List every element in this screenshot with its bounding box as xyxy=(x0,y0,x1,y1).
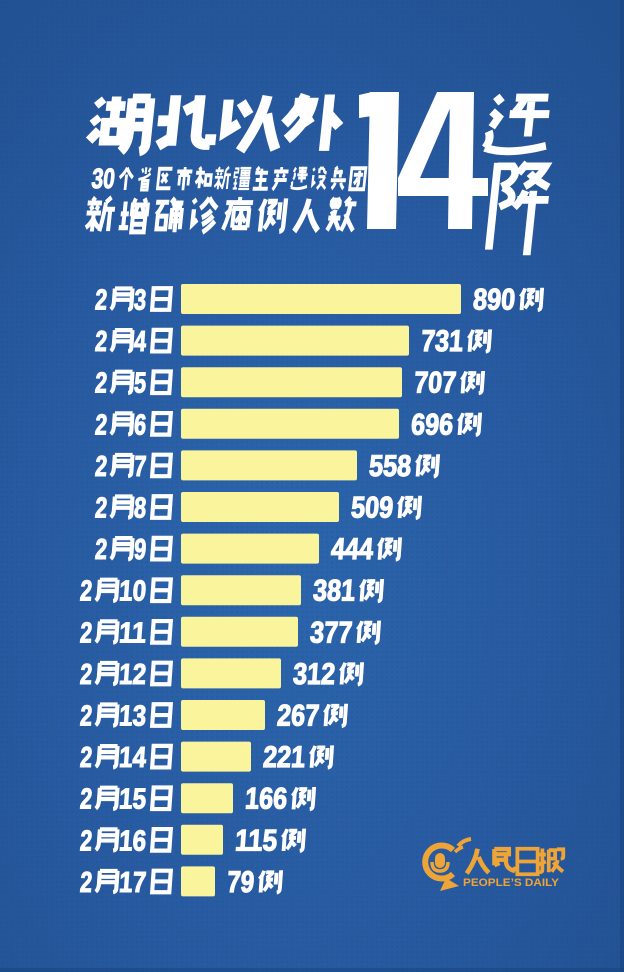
svg-text:2: 2 xyxy=(94,285,108,317)
svg-text:9: 9 xyxy=(133,534,147,566)
svg-text:11: 11 xyxy=(118,617,147,649)
svg-text:79: 79 xyxy=(226,866,255,899)
svg-text:2: 2 xyxy=(79,784,93,816)
svg-text:10: 10 xyxy=(118,576,147,608)
svg-text:221: 221 xyxy=(262,741,306,774)
svg-text:2: 2 xyxy=(79,825,93,857)
svg-text:696: 696 xyxy=(410,408,454,441)
svg-text:2: 2 xyxy=(94,451,108,483)
svg-text:2: 2 xyxy=(94,409,108,441)
svg-text:444: 444 xyxy=(330,533,375,566)
svg-text:13: 13 xyxy=(118,701,147,733)
svg-text:2: 2 xyxy=(79,659,93,691)
svg-text:381: 381 xyxy=(312,575,356,608)
svg-text:2: 2 xyxy=(79,576,93,608)
svg-text:731: 731 xyxy=(420,325,464,358)
svg-text:2: 2 xyxy=(79,617,93,649)
svg-text:4: 4 xyxy=(133,326,147,358)
svg-text:15: 15 xyxy=(118,784,147,816)
svg-text:8: 8 xyxy=(133,493,147,525)
svg-text:PEOPLE’S DAILY: PEOPLE’S DAILY xyxy=(463,877,560,889)
svg-text:2: 2 xyxy=(94,368,108,400)
svg-text:7: 7 xyxy=(133,451,147,483)
svg-text:312: 312 xyxy=(292,658,336,691)
svg-text:3: 3 xyxy=(133,285,147,317)
svg-text:2: 2 xyxy=(94,493,108,525)
svg-text:2: 2 xyxy=(79,867,93,899)
svg-text:558: 558 xyxy=(368,450,412,483)
svg-text:2: 2 xyxy=(94,326,108,358)
svg-text:890: 890 xyxy=(472,284,516,317)
svg-text:14: 14 xyxy=(118,742,147,774)
svg-text:115: 115 xyxy=(234,824,278,857)
svg-text:166: 166 xyxy=(244,783,288,816)
svg-text:6: 6 xyxy=(133,409,147,441)
svg-text:5: 5 xyxy=(133,368,147,400)
svg-text:2: 2 xyxy=(79,742,93,774)
svg-text:267: 267 xyxy=(276,700,320,733)
svg-text:30: 30 xyxy=(90,163,116,194)
svg-text:509: 509 xyxy=(350,492,394,525)
svg-text:2: 2 xyxy=(79,701,93,733)
svg-text:17: 17 xyxy=(118,867,147,899)
svg-text:2: 2 xyxy=(94,534,108,566)
svg-text:377: 377 xyxy=(309,616,353,649)
svg-text:16: 16 xyxy=(118,825,147,857)
svg-text:707: 707 xyxy=(413,367,457,400)
svg-text:12: 12 xyxy=(118,659,147,691)
